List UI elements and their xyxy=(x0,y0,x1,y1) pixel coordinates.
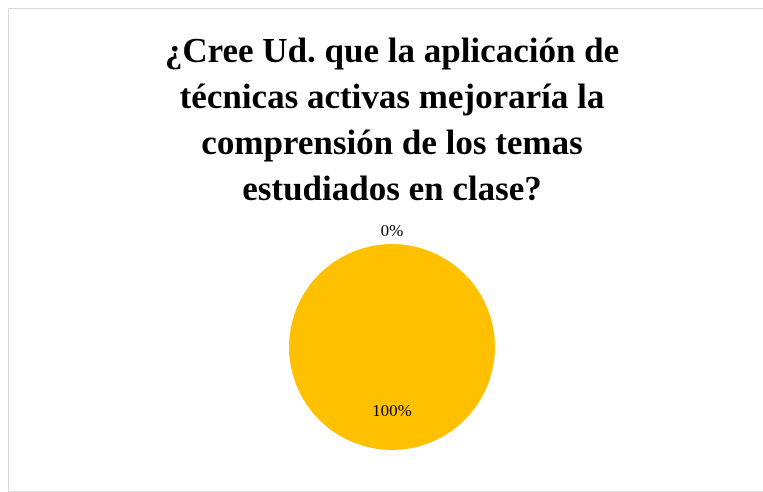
pie-slice xyxy=(289,244,495,450)
data-label: 0% xyxy=(381,221,404,240)
data-label: 100% xyxy=(372,401,412,420)
chart-title: ¿Cree Ud. que la aplicación de técnicas … xyxy=(164,31,620,208)
